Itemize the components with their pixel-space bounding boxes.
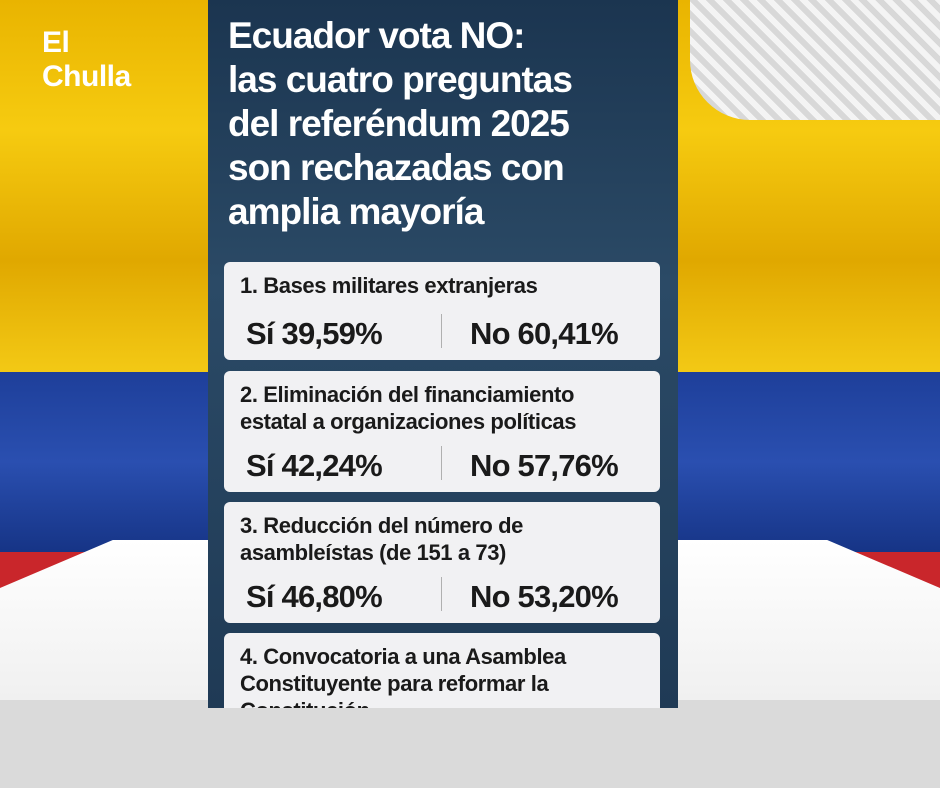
question-title-line: 2. Eliminación del financiamiento [240, 382, 574, 407]
title-line: amplia mayoría [228, 191, 484, 232]
logo: El Chulla [42, 26, 131, 94]
shirt [690, 0, 940, 120]
panel: Ecuador vota NO: las cuatro preguntas del … [208, 0, 678, 708]
title-line: del referéndum 2025 [228, 103, 570, 144]
title: Ecuador vota NO: las cuatro preguntas del … [228, 14, 573, 234]
divider [441, 446, 442, 480]
logo-line: Chulla [42, 60, 131, 93]
no-result: No 57,76% [470, 448, 619, 483]
question-card: 1. Bases militares extranjeras Sí 39,59% N… [224, 262, 660, 360]
question-title: 4. Convocatoria a una Asamblea Constituye… [240, 643, 566, 708]
title-line: Ecuador vota NO: [228, 15, 525, 56]
question-title: 1. Bases militares extranjeras [240, 272, 538, 299]
yes-result: Sí 46,80% [246, 579, 383, 614]
no-result: No 60,41% [470, 316, 619, 351]
question-title: 2. Eliminación del financiamiento estatal… [240, 381, 576, 435]
yes-result: Sí 39,59% [246, 316, 383, 351]
divider [441, 314, 442, 348]
question-title-line: Constituyente para reformar la [240, 671, 549, 696]
question-title-line: estatal a organizaciones políticas [240, 409, 577, 434]
logo-line: El [42, 26, 70, 59]
question-title-line: 1. Bases militares extranjeras [240, 273, 538, 298]
no-result: No 53,20% [470, 579, 619, 614]
question-card: 3. Reducción del número de asambleístas (… [224, 502, 660, 623]
divider [441, 577, 442, 611]
question-title-line: Constitución [240, 697, 566, 708]
yes-result: Sí 42,24% [246, 448, 383, 483]
question-title: 3. Reducción del número de asambleístas (… [240, 512, 523, 566]
question-card: 4. Convocatoria a una Asamblea Constituye… [224, 633, 660, 708]
question-title-line: asambleístas (de 151 a 73) [240, 540, 506, 565]
question-title-line: 3. Reducción del número de [240, 513, 523, 538]
floor [0, 700, 940, 788]
title-line: las cuatro preguntas [228, 59, 573, 100]
question-title-line: 4. Convocatoria a una Asamblea [240, 644, 566, 669]
title-line: son rechazadas con [228, 147, 565, 188]
question-card: 2. Eliminación del financiamiento estatal… [224, 371, 660, 492]
